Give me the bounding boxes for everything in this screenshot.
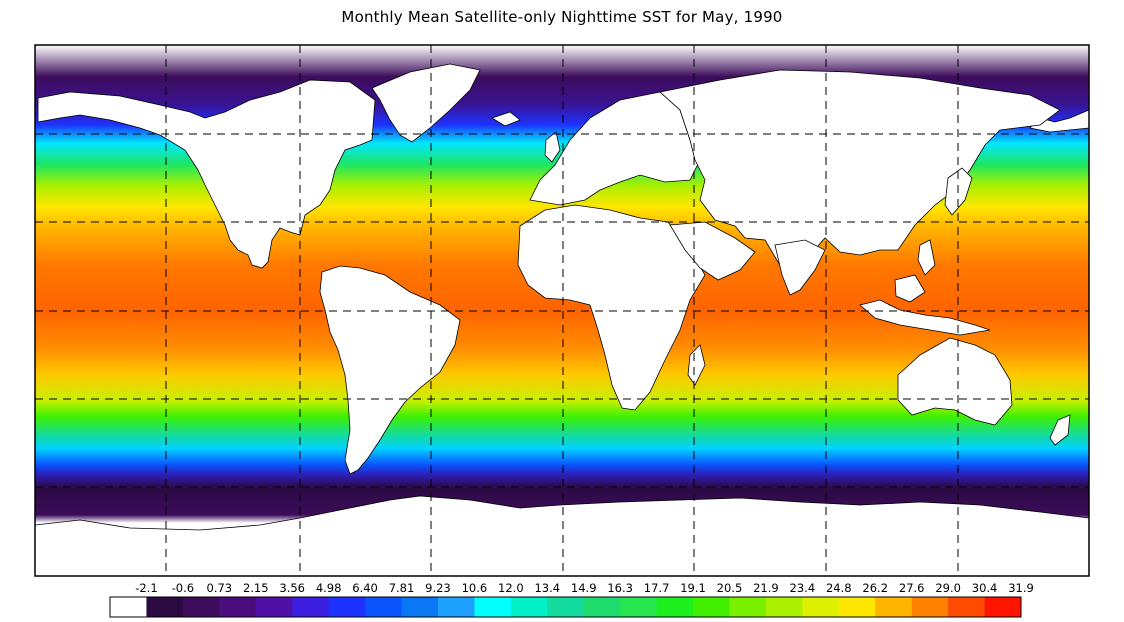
land-south-america [319, 265, 461, 475]
colorbar-tick-label: 16.3 [607, 581, 633, 595]
land-iceland [491, 111, 521, 127]
colorbar-swatch [474, 597, 512, 617]
colorbar-swatch [583, 597, 621, 617]
colorbar-swatch [365, 597, 402, 617]
colorbar-swatch [802, 597, 840, 617]
colorbar-tick-label: 13.4 [534, 581, 560, 595]
colorbar-tick-label: 27.6 [899, 581, 925, 595]
colorbar-swatch [510, 597, 548, 617]
land-new-zealand [1049, 414, 1071, 446]
colorbar-tick-label: 21.9 [753, 581, 779, 595]
colorbar-tick-label: 7.81 [389, 581, 415, 595]
colorbar-tick-label: 14.9 [571, 581, 597, 595]
land-madagascar [687, 344, 706, 386]
graticule [35, 45, 1089, 576]
colorbar-tick-label: 30.4 [972, 581, 998, 595]
colorbar-tick-label: 24.8 [826, 581, 852, 595]
colorbar-tick-label: -2.1 [135, 581, 157, 595]
colorbar-swatch [693, 597, 730, 617]
land-arabia [669, 221, 756, 281]
map-title: Monthly Mean Satellite-only Nighttime SS… [341, 8, 783, 26]
colorbar-swatch [437, 597, 475, 617]
land-philippines [917, 239, 936, 276]
colorbar-swatch [547, 597, 585, 617]
colorbar-swatch [292, 597, 330, 617]
land-india [774, 239, 826, 296]
colorbar-swatch [838, 597, 876, 617]
colorbar-border [109, 596, 1022, 618]
colorbar-tick-label: 10.6 [462, 581, 488, 595]
land-north-america [37, 79, 376, 269]
colorbar-swatch [729, 597, 767, 617]
colorbar-tick-label: 0.73 [207, 581, 233, 595]
colorbar-swatch [765, 597, 803, 617]
colorbar-tick-label: 12.0 [498, 581, 524, 595]
colorbar-swatch [875, 597, 913, 617]
land-borneo [894, 274, 926, 303]
land-uk [544, 131, 561, 163]
colorbar-swatch [620, 597, 657, 617]
colorbar-swatch [255, 597, 293, 617]
colorbar-swatch [656, 597, 694, 617]
map-border [34, 44, 1090, 577]
land-masses [35, 63, 1089, 576]
colorbar-tick-label: 19.1 [680, 581, 706, 595]
colorbar-swatch [110, 597, 147, 617]
colorbar-tick-label: 6.40 [352, 581, 378, 595]
colorbar-swatch [948, 597, 985, 617]
colorbar-swatch [401, 597, 439, 617]
land-greenland [371, 63, 481, 143]
colorbar-tick-label: 9.23 [425, 581, 451, 595]
colorbar-tick-label: -0.6 [172, 581, 194, 595]
colorbar-swatch [146, 597, 184, 617]
land-australia [897, 337, 1013, 426]
colorbar-tick-label: 23.4 [790, 581, 816, 595]
colorbar-tick-label: 3.56 [279, 581, 305, 595]
colorbar-swatch [984, 597, 1022, 617]
colorbar-tick-label: 26.2 [862, 581, 888, 595]
colorbar-tick-label: 17.7 [644, 581, 670, 595]
colorbar-swatch [219, 597, 257, 617]
land-africa [517, 204, 706, 411]
colorbar-tick-label: 2.15 [243, 581, 269, 595]
colorbar-tick-label: 31.9 [1008, 581, 1034, 595]
sst-map [34, 44, 1090, 577]
colorbar-swatch [911, 597, 949, 617]
colorbar-tick-label: 4.98 [316, 581, 342, 595]
colorbar-tick-label: 20.5 [717, 581, 743, 595]
colorbar-swatch [182, 597, 220, 617]
colorbar-tick-label: 29.0 [935, 581, 961, 595]
land-asia [659, 69, 1061, 289]
colorbar-swatch [328, 597, 366, 617]
